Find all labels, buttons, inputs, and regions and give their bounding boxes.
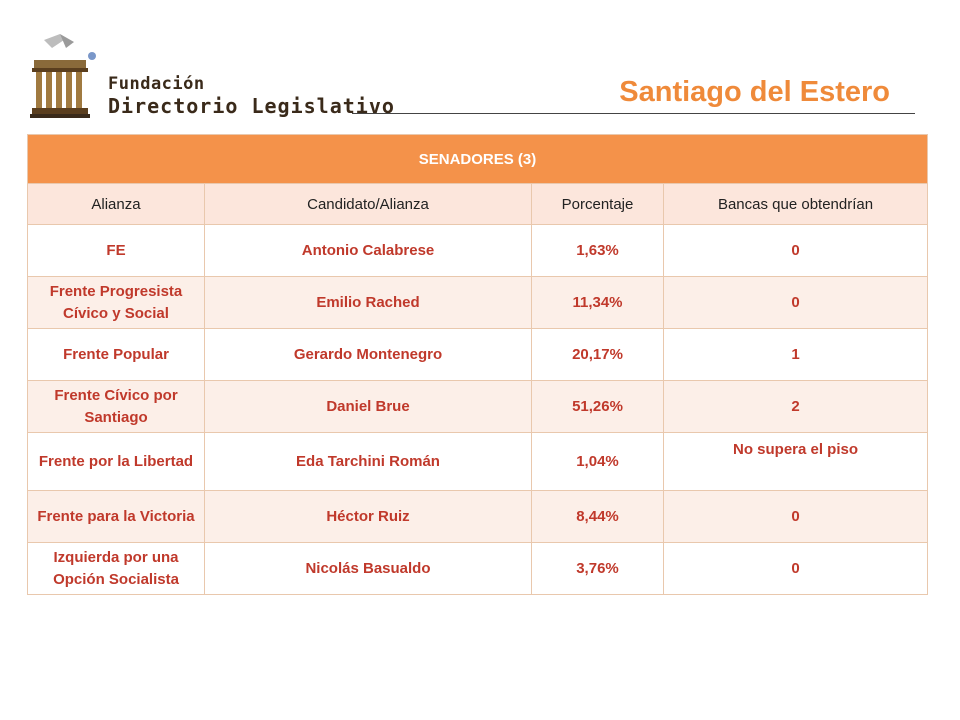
table-row: Izquierda por una Opción Socialista Nico…: [27, 542, 929, 595]
candidato-cell: Gerardo Montenegro: [204, 328, 532, 381]
column-header-row: Alianza Candidato/Alianza Porcentaje Ban…: [27, 183, 929, 225]
table-row: FE Antonio Calabrese 1,63% 0: [27, 224, 929, 277]
logo-line2: Directorio Legislativo: [108, 94, 395, 118]
bancas-cell: 2: [662, 380, 929, 433]
porcentaje-cell: 51,26%: [531, 380, 664, 433]
bancas-cell: 1: [662, 328, 929, 381]
column-header-candidato: Candidato/Alianza: [204, 183, 532, 225]
alianza-cell: Frente Cívico por Santiago: [27, 380, 205, 433]
alianza-cell: Izquierda por una Opción Socialista: [27, 542, 205, 595]
porcentaje-cell: 20,17%: [531, 328, 664, 381]
alianza-cell: Frente para la Victoria: [27, 490, 205, 543]
alianza-cell: FE: [27, 224, 205, 277]
bancas-cell: 0: [662, 542, 929, 595]
candidato-cell: Eda Tarchini Román: [204, 432, 532, 491]
alianza-cell: Frente Progresista Cívico y Social: [27, 276, 205, 329]
porcentaje-cell: 1,04%: [531, 432, 664, 491]
column-header-bancas: Bancas que obtendrían: [662, 183, 929, 225]
bancas-cell: 0: [662, 490, 929, 543]
page-title: Santiago del Estero: [619, 76, 890, 108]
porcentaje-cell: 3,76%: [531, 542, 664, 595]
logo-line1: Fundación: [108, 74, 205, 94]
title-divider: [352, 113, 915, 114]
bancas-cell: No supera el piso: [662, 432, 929, 491]
column-header-alianza: Alianza: [27, 183, 205, 225]
porcentaje-cell: 8,44%: [531, 490, 664, 543]
alianza-cell: Frente Popular: [27, 328, 205, 381]
table-heading: SENADORES (3): [26, 134, 929, 184]
candidato-cell: Antonio Calabrese: [204, 224, 532, 277]
porcentaje-cell: 11,34%: [531, 276, 664, 329]
bancas-cell: 0: [662, 276, 929, 329]
table-heading-row: SENADORES (3): [26, 134, 929, 184]
results-table: SENADORES (3) Alianza Candidato/Alianza …: [26, 134, 929, 595]
porcentaje-cell: 1,63%: [531, 224, 664, 277]
bancas-cell: 0: [662, 224, 929, 277]
logo: Fundación Directorio Legislativo: [30, 34, 394, 124]
logo-emblem-icon: [30, 34, 96, 118]
candidato-cell: Héctor Ruiz: [204, 490, 532, 543]
table-row: Frente Progresista Cívico y Social Emili…: [27, 276, 929, 329]
candidato-cell: Daniel Brue: [204, 380, 532, 433]
table-row: Frente Popular Gerardo Montenegro 20,17%…: [27, 328, 929, 381]
table-row: Frente Cívico por Santiago Daniel Brue 5…: [27, 380, 929, 433]
table-row: Frente por la Libertad Eda Tarchini Romá…: [27, 432, 929, 491]
candidato-cell: Nicolás Basualdo: [204, 542, 532, 595]
candidato-cell: Emilio Rached: [204, 276, 532, 329]
table-row: Frente para la Victoria Héctor Ruiz 8,44…: [27, 490, 929, 543]
column-header-porcentaje: Porcentaje: [531, 183, 664, 225]
alianza-cell: Frente por la Libertad: [27, 432, 205, 491]
